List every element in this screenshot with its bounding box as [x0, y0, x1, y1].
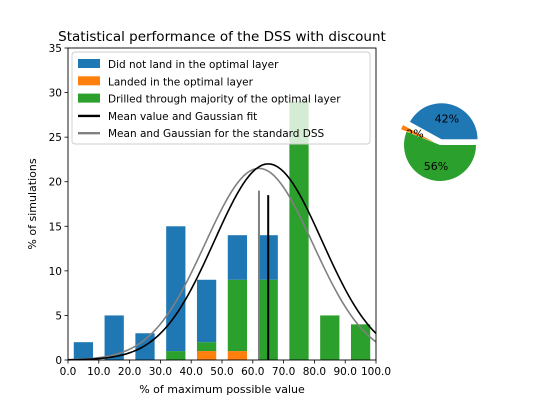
bar-1-7 [289, 101, 309, 361]
x-tick-label: 40.0 [180, 366, 203, 378]
y-tick-label: 15 [49, 221, 62, 233]
y-axis-label: % of simulations [26, 158, 39, 249]
y-tick-label: 25 [49, 132, 62, 144]
legend-swatch [78, 59, 100, 68]
pie-slice-1 [401, 125, 435, 143]
bar-2-0 [73, 342, 94, 360]
x-tick-label: 80.0 [303, 366, 326, 378]
y-axis-ticks: 0 5 10 15 20 25 30 35 [49, 43, 68, 367]
bar-0-5 [227, 351, 248, 360]
pie-label-0: 42% [435, 112, 459, 125]
bar-1-4 [196, 342, 217, 352]
legend: Did not land in the optimal layer Landed … [71, 51, 371, 145]
x-tick-label: 10.0 [87, 366, 110, 378]
bar-1-9 [350, 324, 371, 360]
bar-2-4 [196, 279, 217, 343]
legend-label: Landed in the optimal layer [108, 76, 254, 88]
x-tick-label: 60.0 [241, 366, 264, 378]
x-tick-label: 100.0 [361, 366, 391, 378]
y-tick-label: 35 [49, 43, 62, 55]
x-tick-label: 50.0 [210, 366, 233, 378]
x-tick-label: 0.0 [60, 366, 77, 378]
plot-area: 0.0 10.0 20.0 30.0 40.0 50.0 60.0 70.0 80.0 90.0 1… [49, 43, 391, 378]
y-tick-label: 0 [55, 355, 62, 367]
legend-frame [71, 51, 371, 145]
gaussian-curve-1 [67, 163, 377, 361]
bar-2-5 [227, 235, 248, 280]
y-tick-label: 10 [49, 266, 62, 278]
legend-swatch [78, 76, 100, 86]
chart-title: Statistical performance of the DSS with … [58, 29, 386, 45]
x-tick-label: 70.0 [272, 366, 295, 378]
legend-label: Drilled through majority of the optimal … [108, 94, 341, 106]
x-axis-ticks: 0.0 10.0 20.0 30.0 40.0 50.0 60.0 70.0 80.0 90.0 1… [60, 360, 391, 378]
legend-label: Did not land in the optimal layer [108, 59, 279, 71]
x-tick-label: 90.0 [334, 366, 357, 378]
legend-label: Mean value and Gaussian fit [108, 111, 257, 123]
bar-0-4 [196, 351, 217, 360]
bar-2-2 [135, 333, 155, 360]
bar-1-5 [227, 279, 248, 352]
pie-slice-0 [409, 103, 478, 140]
x-axis-label: % of maximum possible value [139, 383, 305, 396]
x-tick-label: 30.0 [149, 366, 172, 378]
legend-entries: Did not land in the optimal layer Landed … [78, 59, 341, 140]
gaussian-curves-group [67, 163, 377, 361]
bar-2-1 [104, 315, 124, 360]
legend-swatch [78, 93, 100, 103]
bar-1-8 [320, 315, 340, 360]
bar-1-3 [166, 351, 186, 360]
legend-label: Mean and Gaussian for the standard DSS [108, 128, 325, 140]
bars-group [73, 101, 371, 361]
y-tick-label: 20 [49, 177, 62, 189]
gaussian-curve-0 [67, 167, 377, 361]
bar-2-3 [166, 226, 186, 352]
pie-chart: 42%2%56% [401, 103, 478, 182]
x-tick-label: 20.0 [118, 366, 141, 378]
pie-slice-2 [404, 131, 476, 182]
y-tick-label: 30 [49, 88, 62, 100]
pie-label-2: 56% [424, 160, 448, 173]
y-tick-label: 5 [55, 310, 62, 322]
